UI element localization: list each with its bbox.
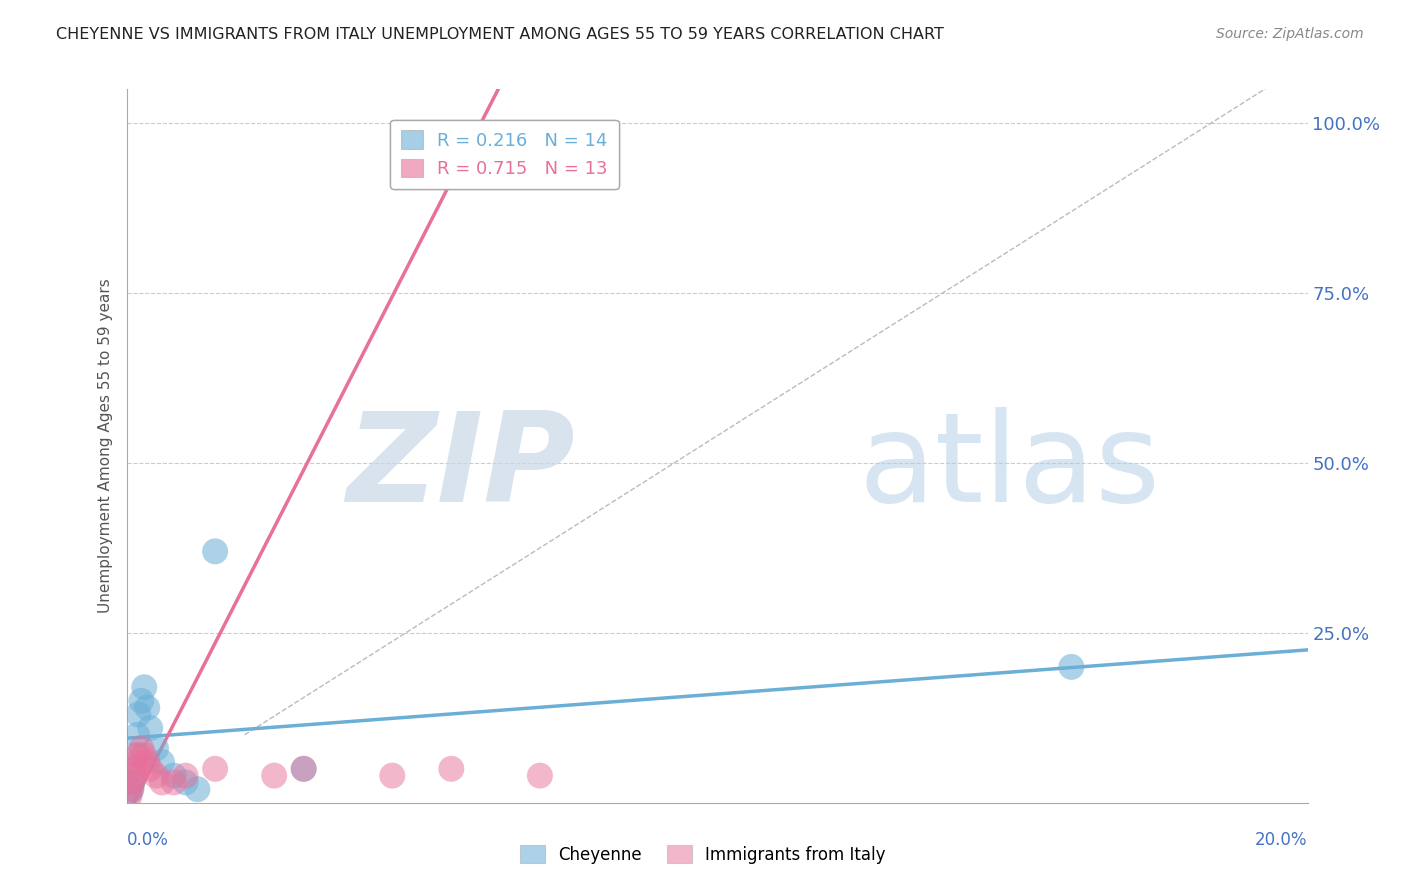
Y-axis label: Unemployment Among Ages 55 to 59 years: Unemployment Among Ages 55 to 59 years [97,278,112,614]
Point [124,762,146,776]
Point [134,748,156,763]
Point [136,700,159,714]
Point [174,769,197,783]
Point [163,775,186,789]
Point [204,544,226,558]
Point [163,769,186,783]
Point [122,769,145,783]
Point [127,748,149,763]
Legend: R = 0.216   N = 14, R = 0.715   N = 13: R = 0.216 N = 14, R = 0.715 N = 13 [391,120,619,189]
Point [120,782,142,797]
Point [121,775,143,789]
Point [292,762,315,776]
Text: 20.0%: 20.0% [1256,831,1308,849]
Point [145,769,167,783]
Point [118,789,141,803]
Point [127,755,149,769]
Point [127,728,149,742]
Point [127,707,149,722]
Point [124,748,146,763]
Legend: Cheyenne, Immigrants from Italy: Cheyenne, Immigrants from Italy [513,838,893,871]
Point [134,680,156,694]
Text: atlas: atlas [859,407,1161,528]
Point [150,755,173,769]
Point [263,769,285,783]
Point [122,762,145,776]
Text: 0.0%: 0.0% [127,831,169,849]
Point [129,741,153,756]
Point [292,762,315,776]
Point [381,769,404,783]
Point [204,762,226,776]
Point [174,775,197,789]
Point [136,755,159,769]
Text: Source: ZipAtlas.com: Source: ZipAtlas.com [1216,27,1364,41]
Point [440,762,463,776]
Text: CHEYENNE VS IMMIGRANTS FROM ITALY UNEMPLOYMENT AMONG AGES 55 TO 59 YEARS CORRELA: CHEYENNE VS IMMIGRANTS FROM ITALY UNEMPL… [56,27,943,42]
Point [120,782,142,797]
Point [150,775,173,789]
Point [186,782,208,797]
Point [529,769,551,783]
Point [145,741,167,756]
Point [139,762,162,776]
Point [121,775,143,789]
Point [129,694,153,708]
Point [1060,660,1083,674]
Text: ZIP: ZIP [347,407,575,528]
Point [118,786,141,800]
Point [139,721,162,735]
